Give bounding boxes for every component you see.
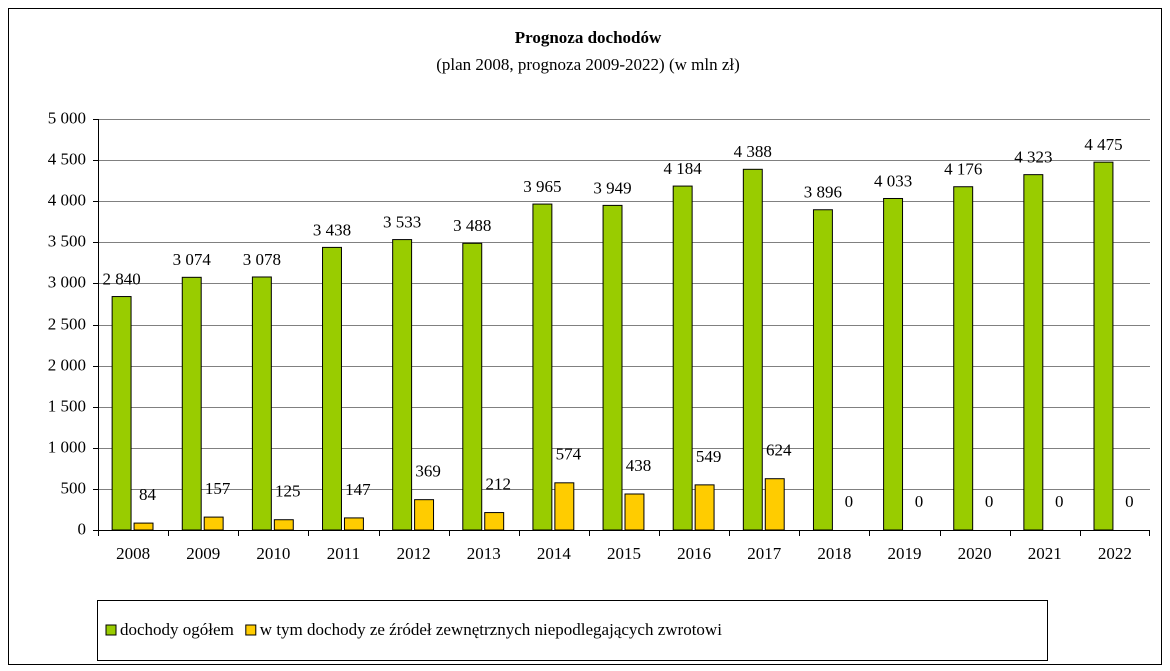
data-label: 3 949 <box>593 178 631 197</box>
x-tick-label: 2019 <box>888 544 922 563</box>
bar <box>203 516 224 531</box>
data-label: 4 475 <box>1084 135 1122 154</box>
x-tick-label: 2016 <box>677 544 711 563</box>
bar <box>1023 174 1044 531</box>
data-label: 212 <box>485 474 511 493</box>
data-label: 624 <box>766 441 792 460</box>
data-label: 4 323 <box>1014 148 1052 167</box>
x-tick-label: 2013 <box>467 544 501 563</box>
bar <box>273 519 294 531</box>
bar <box>554 482 575 531</box>
x-tick-label: 2015 <box>607 544 641 563</box>
x-tick-label: 2022 <box>1098 544 1132 563</box>
legend-swatch <box>245 624 257 636</box>
bar <box>322 246 342 531</box>
x-tick-label: 2021 <box>1028 544 1062 563</box>
legend-swatch <box>105 624 117 636</box>
data-label: 3 896 <box>804 183 842 202</box>
y-tick-label: 4 500 <box>48 149 86 168</box>
y-tick-label: 4 000 <box>48 190 86 209</box>
bar <box>181 276 202 531</box>
data-label: 438 <box>626 456 652 475</box>
data-label: 4 176 <box>944 160 982 179</box>
bar <box>953 186 974 531</box>
data-label: 157 <box>205 479 231 498</box>
data-label: 147 <box>345 480 371 499</box>
y-tick-label: 2 000 <box>48 355 86 374</box>
x-tick-label: 2012 <box>397 544 431 563</box>
y-tick-label: 1 000 <box>48 437 86 456</box>
bar <box>392 239 413 531</box>
data-label: 549 <box>696 447 722 466</box>
x-tick-label: 2020 <box>958 544 992 563</box>
data-label: 3 078 <box>243 250 281 269</box>
bar <box>694 484 715 531</box>
x-tick-label: 2011 <box>327 544 360 563</box>
chart-title: Prognoza dochodów <box>515 28 662 47</box>
data-label: 369 <box>415 462 441 481</box>
y-tick-label: 2 500 <box>48 314 86 333</box>
y-tick-label: 1 500 <box>48 396 86 415</box>
bar <box>624 493 645 531</box>
bar <box>251 276 272 531</box>
x-tick-label: 2009 <box>186 544 220 563</box>
data-label: 4 388 <box>734 142 772 161</box>
bar <box>133 522 154 531</box>
data-label: 3 533 <box>383 212 421 231</box>
data-label: 0 <box>985 492 994 511</box>
x-tick-label: 2008 <box>116 544 150 563</box>
bar <box>414 499 435 531</box>
y-tick-label: 3 500 <box>48 231 86 250</box>
bar <box>343 517 364 531</box>
bar <box>602 204 623 531</box>
data-label: 4 184 <box>664 159 703 178</box>
y-tick-label: 0 <box>78 519 87 538</box>
y-tick-label: 3 000 <box>48 272 86 291</box>
data-label: 125 <box>275 482 301 501</box>
y-tick-label: 5 000 <box>48 108 86 127</box>
data-label: 0 <box>1055 492 1064 511</box>
bar <box>742 168 763 531</box>
bar <box>883 197 904 531</box>
bar <box>1093 161 1114 531</box>
legend-label: dochody ogółem <box>120 620 234 639</box>
y-tick-label: 500 <box>61 478 87 497</box>
data-label: 574 <box>556 445 582 464</box>
bar <box>111 296 132 531</box>
data-label: 0 <box>1125 492 1134 511</box>
x-tick-label: 2010 <box>256 544 290 563</box>
data-label: 2 840 <box>102 269 140 288</box>
x-tick-label: 2018 <box>817 544 851 563</box>
x-tick-label: 2014 <box>537 544 572 563</box>
bar <box>764 478 785 531</box>
data-label: 3 438 <box>313 220 351 239</box>
bar <box>532 203 553 531</box>
chart-subtitle: (plan 2008, prognoza 2009-2022) (w mln z… <box>436 55 740 74</box>
bar <box>462 242 483 531</box>
chart-frame <box>8 8 1162 665</box>
data-label: 0 <box>915 492 924 511</box>
bar <box>812 209 833 531</box>
bar <box>672 185 693 531</box>
bar <box>484 512 505 531</box>
x-tick-label: 2017 <box>747 544 782 563</box>
data-label: 3 965 <box>523 177 561 196</box>
data-label: 0 <box>845 492 854 511</box>
data-label: 4 033 <box>874 171 912 190</box>
data-label: 3 074 <box>173 250 212 269</box>
data-label: 84 <box>139 485 157 504</box>
data-label: 3 488 <box>453 216 491 235</box>
legend-label: w tym dochody ze źródeł zewnętrznych nie… <box>260 620 722 639</box>
